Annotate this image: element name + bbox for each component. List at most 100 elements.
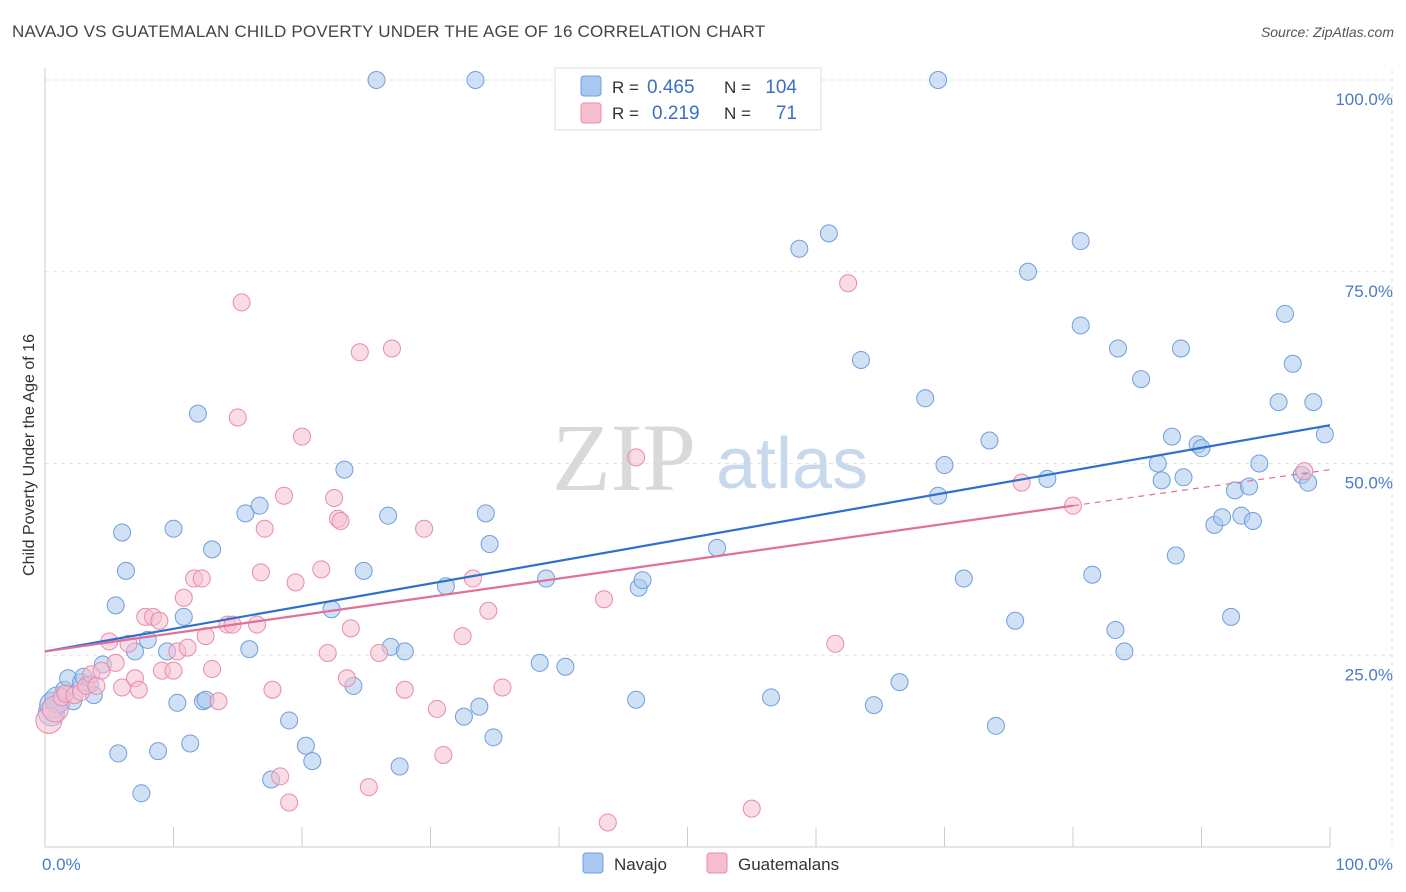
navajo-point-58 [762, 688, 781, 707]
guatemalan-point-22 [174, 588, 193, 607]
navajo-point-98 [1276, 304, 1295, 323]
navajo-point-22 [174, 607, 193, 626]
guatemalan-point-39 [280, 793, 299, 812]
chart-title: NAVAJO VS GUATEMALAN CHILD POVERTY UNDER… [12, 22, 766, 41]
navajo-point-57 [708, 538, 727, 557]
bottom-legend: Navajo Guatemalans [582, 852, 839, 874]
trend-lines [44, 424, 1331, 653]
navajo-point-50 [484, 728, 503, 747]
legend-swatch-guatemalans [580, 102, 602, 124]
navajo-point-70 [986, 716, 1005, 735]
navajo-point-29 [240, 640, 259, 659]
navajo-point-84 [1166, 546, 1185, 565]
navajo-point-27 [203, 540, 222, 559]
navajo-point-80 [1132, 370, 1151, 389]
guatemalan-point-51 [370, 643, 389, 662]
legend-n-value-navajo: 104 [765, 77, 797, 98]
x-tick-label-100: 100.0% [1335, 855, 1393, 874]
guatemalan-point-41 [293, 427, 311, 446]
navajo-point-94 [1240, 477, 1259, 496]
navajo-point-85 [1171, 339, 1190, 358]
navajo-point-30 [250, 496, 269, 515]
navajo-point-42 [390, 757, 409, 776]
guatemalan-point-65 [826, 634, 845, 653]
navajo-point-43 [395, 642, 414, 661]
navajo-point-62 [864, 696, 883, 715]
navajo-point-63 [890, 673, 909, 692]
y-axis-label: Child Poverty Under the Age of 16 [21, 334, 38, 576]
navajo-point-45 [454, 707, 473, 726]
navajo-point-74 [1071, 232, 1090, 251]
navajo-point-79 [1115, 642, 1134, 661]
guatemalan-point-31 [228, 408, 247, 427]
watermark-zip: ZIP [552, 404, 696, 511]
bottom-legend-swatch-navajo [582, 852, 604, 874]
navajo-point-82 [1152, 471, 1171, 490]
guatemalan-point-11 [106, 653, 125, 672]
guatemalan-point-67 [1012, 473, 1031, 492]
navajo-point-16 [132, 784, 151, 803]
navajo-point-60 [819, 224, 838, 243]
legend-swatch-navajo [580, 75, 602, 97]
navajo-point-36 [335, 460, 354, 479]
guatemalan-points [35, 274, 1314, 832]
navajo-point-47 [470, 697, 489, 716]
navajo-point-11 [106, 596, 125, 615]
navajo-point-68 [954, 569, 973, 588]
guatemalan-point-50 [359, 778, 378, 797]
legend-r-value-navajo: 0.465 [647, 77, 695, 98]
guatemalan-point-44 [325, 489, 344, 508]
navajo-point-12 [109, 744, 128, 763]
legend-n-label-guatemalans: N = [724, 104, 751, 123]
navajo-point-40 [379, 506, 398, 525]
guatemalan-trend-extension [1072, 469, 1331, 507]
navajo-point-67 [935, 456, 954, 475]
watermark-atlas: atlas [716, 424, 868, 504]
guatemalan-point-62 [598, 813, 617, 832]
guatemalan-point-18 [150, 611, 169, 630]
legend-r-label-guatemalans: R = [612, 104, 639, 123]
legend-r-label-navajo: R = [612, 78, 639, 97]
navajo-point-99 [1283, 354, 1302, 373]
navajo-point-97 [1269, 393, 1288, 412]
guatemalan-point-15 [129, 680, 148, 699]
guatemalan-point-61 [594, 590, 613, 609]
navajo-point-32 [280, 711, 299, 730]
navajo-point-91 [1222, 607, 1241, 626]
guatemalan-point-56 [434, 745, 453, 764]
guatemalan-point-52 [382, 339, 401, 358]
guatemalan-point-58 [463, 569, 482, 588]
source-label: Source: ZipAtlas.com [1260, 24, 1394, 40]
navajo-point-76 [1083, 565, 1102, 584]
legend-n-label-navajo: N = [724, 78, 751, 97]
navajo-point-23 [181, 734, 200, 753]
navajo-point-90 [1213, 508, 1232, 527]
navajo-point-49 [480, 535, 499, 554]
navajo-point-77 [1106, 620, 1125, 639]
guatemalan-point-25 [192, 569, 211, 588]
navajo-point-38 [354, 561, 373, 580]
tick-labels: 0.0% 100.0% 100.0% 75.0% 50.0% 25.0% [42, 90, 1393, 874]
navajo-point-59 [790, 239, 809, 258]
navajo-point-78 [1108, 339, 1127, 358]
guatemalan-point-23 [178, 638, 197, 657]
guatemalan-point-40 [286, 573, 305, 592]
navajo-point-95 [1243, 512, 1262, 531]
navajo-point-69 [980, 431, 999, 450]
navajo-point-39 [367, 71, 386, 89]
guatemalan-point-37 [271, 767, 290, 786]
bottom-legend-navajo: Navajo [614, 855, 667, 874]
guatemalan-point-43 [318, 643, 337, 662]
legend-n-value-guatemalans: 71 [776, 103, 797, 124]
guatemalan-point-57 [453, 627, 472, 646]
guatemalan-point-49 [350, 343, 369, 362]
guatemalan-point-46 [331, 512, 350, 531]
navajo-point-51 [530, 653, 549, 672]
navajo-point-54 [627, 690, 646, 709]
legend: R = 0.465 N = 104 R = 0.219 N = 71 [554, 67, 822, 131]
bottom-legend-guatemalans: Guatemalans [738, 855, 839, 874]
navajo-point-33 [296, 736, 315, 755]
guatemalan-point-28 [209, 692, 228, 711]
navajo-point-83 [1162, 427, 1181, 446]
